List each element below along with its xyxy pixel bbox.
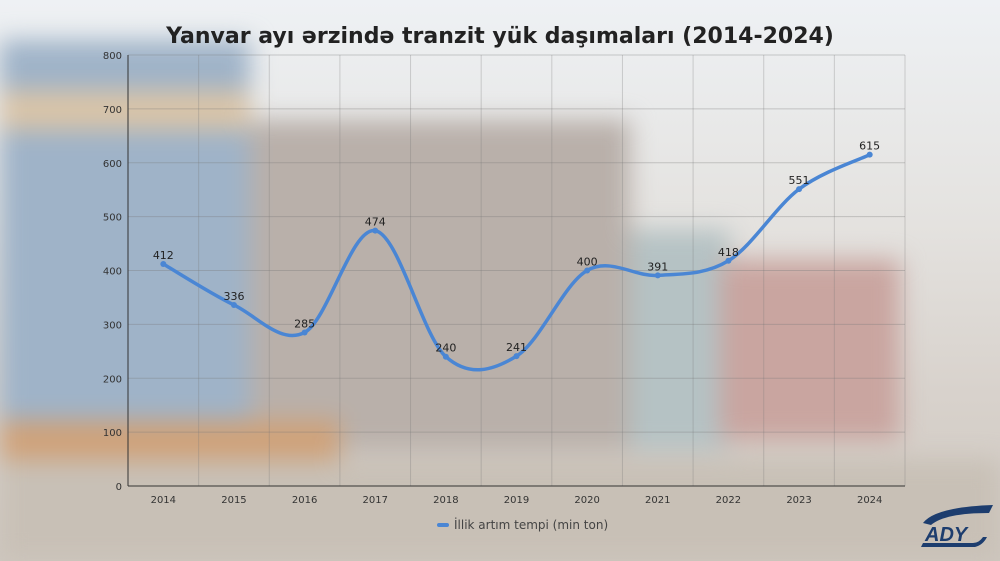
x-tick-label: 2023 [786, 495, 811, 506]
y-tick-label: 800 [103, 51, 122, 62]
data-point [584, 267, 591, 274]
data-label: 336 [223, 290, 244, 303]
y-tick-label: 200 [103, 374, 122, 385]
data-point [301, 329, 308, 336]
x-tick-label: 2018 [433, 495, 458, 506]
data-point [372, 227, 379, 234]
data-point [725, 257, 732, 264]
data-point [160, 261, 167, 268]
y-tick-label: 600 [103, 159, 122, 170]
legend-label: İllik artım tempi (min ton) [454, 518, 609, 532]
x-tick-label: 2022 [716, 495, 741, 506]
series-line [162, 153, 871, 372]
y-tick-label: 0 [116, 482, 122, 493]
data-label: 412 [153, 249, 174, 262]
data-label: 615 [859, 140, 880, 153]
y-tick-label: 100 [103, 428, 122, 439]
x-tick-label: 2014 [151, 495, 176, 506]
x-tick-label: 2015 [221, 495, 246, 506]
data-point [796, 186, 803, 193]
data-point [442, 353, 449, 360]
y-tick-label: 400 [103, 267, 122, 278]
data-label: 391 [647, 260, 668, 273]
data-label: 474 [365, 216, 386, 229]
legend-swatch [437, 523, 449, 527]
data-label: 551 [789, 174, 810, 187]
data-point [230, 301, 237, 308]
x-tick-label: 2020 [574, 495, 599, 506]
data-point [866, 151, 873, 158]
x-tick-label: 2021 [645, 495, 670, 506]
chart-title: Yanvar ayı ərzində tranzit yük daşımalar… [166, 24, 834, 49]
data-label: 285 [294, 317, 315, 330]
ady-logo: ADY [921, 505, 993, 547]
data-point [513, 353, 520, 360]
svg-text:ADY: ADY [924, 524, 969, 546]
x-tick-label: 2017 [363, 495, 388, 506]
data-label: 418 [718, 246, 739, 259]
y-tick-label: 500 [103, 213, 122, 224]
y-tick-label: 300 [103, 320, 122, 331]
x-tick-label: 2016 [292, 495, 317, 506]
legend[interactable]: İllik artım tempi (min ton) [437, 518, 608, 532]
data-label: 240 [435, 342, 456, 355]
x-tick-label: 2024 [857, 495, 882, 506]
data-point [654, 272, 661, 279]
data-label: 241 [506, 341, 527, 354]
data-label: 400 [577, 256, 598, 269]
x-tick-label: 2019 [504, 495, 529, 506]
y-tick-label: 700 [103, 105, 122, 116]
